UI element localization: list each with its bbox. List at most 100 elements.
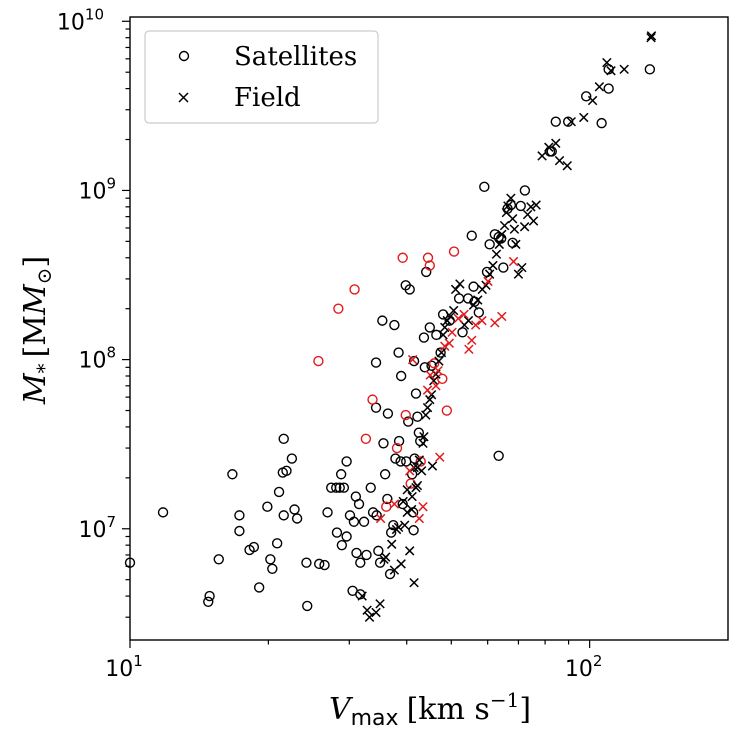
satellite-point-black-72 bbox=[404, 284, 415, 295]
field-point-black-1 bbox=[362, 605, 372, 615]
satellite-point-black-94 bbox=[468, 281, 479, 292]
satellite-point-black-66 bbox=[395, 456, 406, 467]
field-point-black-20 bbox=[409, 577, 419, 588]
satellite-point-black-30 bbox=[331, 527, 343, 538]
satellite-point-red-12 bbox=[448, 246, 460, 257]
field-point-black-37 bbox=[438, 330, 448, 340]
field-point-red-1 bbox=[389, 499, 400, 509]
satellite-point-black-118 bbox=[493, 450, 504, 461]
satellite-point-black-81 bbox=[418, 332, 430, 343]
satellite-point-black-101 bbox=[493, 231, 504, 243]
field-point-red-15 bbox=[459, 309, 469, 320]
satellite-point-black-3 bbox=[204, 590, 215, 602]
satellite-point-black-26 bbox=[319, 559, 330, 571]
field-point-black-38 bbox=[440, 322, 450, 333]
field-point-black-80 bbox=[619, 64, 629, 75]
data-points bbox=[124, 31, 657, 622]
satellite-point-black-17 bbox=[278, 433, 289, 445]
field-point-black-74 bbox=[566, 116, 576, 127]
satellite-point-black-53 bbox=[374, 557, 386, 568]
satellite-point-black-78 bbox=[412, 411, 423, 422]
field-point-black-51 bbox=[488, 260, 498, 271]
field-point-black-36 bbox=[436, 347, 447, 358]
satellite-point-black-82 bbox=[419, 362, 431, 373]
satellite-point-black-92 bbox=[462, 293, 474, 304]
field-point-red-13 bbox=[447, 327, 457, 338]
satellite-point-red-4 bbox=[367, 394, 378, 405]
field-point-red-12 bbox=[444, 338, 455, 348]
satellite-point-black-25 bbox=[314, 558, 325, 570]
satellite-point-black-112 bbox=[562, 116, 574, 127]
satellite-point-black-57 bbox=[382, 493, 393, 505]
satellite-point-black-31 bbox=[334, 482, 345, 493]
field-point-red-23 bbox=[464, 344, 474, 355]
satellite-point-red-11 bbox=[441, 405, 453, 416]
field-point-black-13 bbox=[399, 520, 410, 530]
field-point-black-29 bbox=[422, 402, 433, 413]
field-point-black-81 bbox=[646, 32, 656, 43]
field-point-black-3 bbox=[371, 607, 381, 618]
field-point-black-32 bbox=[427, 461, 438, 471]
field-point-black-73 bbox=[562, 160, 573, 171]
satellite-point-black-2 bbox=[203, 596, 214, 608]
satellite-point-red-1 bbox=[333, 303, 344, 314]
field-point-red-17 bbox=[470, 320, 481, 330]
legend-label-satellites: Satellites bbox=[234, 42, 357, 72]
legend-label-field: Field bbox=[234, 83, 301, 113]
satellite-point-black-77 bbox=[410, 388, 422, 399]
satellite-point-red-2 bbox=[349, 284, 360, 295]
satellite-point-black-86 bbox=[431, 329, 442, 341]
field-point-red-6 bbox=[422, 385, 433, 395]
field-point-red-18 bbox=[477, 315, 487, 326]
satellite-point-black-58 bbox=[382, 408, 394, 419]
satellite-point-black-20 bbox=[286, 453, 298, 464]
satellite-point-black-84 bbox=[424, 322, 435, 333]
field-point-black-75 bbox=[579, 112, 589, 123]
field-point-black-43 bbox=[455, 279, 465, 289]
satellite-point-black-113 bbox=[581, 91, 592, 102]
satellite-point-black-9 bbox=[248, 541, 260, 553]
field-point-black-28 bbox=[421, 410, 431, 420]
field-point-black-42 bbox=[450, 284, 461, 295]
y-tick-label-0: 107 bbox=[78, 513, 116, 543]
satellite-point-black-103 bbox=[498, 262, 509, 273]
satellite-point-black-10 bbox=[253, 582, 265, 593]
satellite-point-black-51 bbox=[371, 510, 382, 521]
satellite-point-black-12 bbox=[265, 554, 276, 565]
field-point-black-78 bbox=[602, 57, 612, 68]
field-point-black-64 bbox=[519, 222, 530, 232]
field-point-black-55 bbox=[499, 220, 510, 231]
field-point-black-59 bbox=[507, 214, 518, 224]
satellite-point-black-15 bbox=[273, 486, 285, 498]
satellite-point-black-27 bbox=[322, 507, 333, 518]
satellite-point-black-34 bbox=[338, 482, 350, 493]
field-point-red-20 bbox=[508, 256, 519, 267]
field-point-red-16 bbox=[467, 335, 477, 346]
field-point-black-4 bbox=[375, 599, 385, 609]
field-point-black-33 bbox=[429, 376, 439, 386]
satellite-point-black-49 bbox=[370, 357, 382, 368]
satellite-point-black-23 bbox=[301, 557, 312, 568]
field-point-black-14 bbox=[402, 507, 412, 518]
satellite-point-black-14 bbox=[271, 538, 283, 549]
satellite-point-black-54 bbox=[377, 315, 388, 326]
field-point-red-11 bbox=[440, 341, 450, 351]
field-point-red-14 bbox=[453, 313, 464, 324]
satellite-point-black-1 bbox=[157, 507, 169, 518]
field-point-red-0 bbox=[375, 513, 386, 524]
field-point-black-30 bbox=[425, 394, 435, 405]
field-point-red-19 bbox=[483, 276, 493, 287]
field-point-red-10 bbox=[435, 452, 445, 462]
satellite-point-red-5 bbox=[397, 252, 408, 263]
field-point-black-24 bbox=[414, 455, 425, 465]
field-point-black-6 bbox=[380, 552, 391, 562]
field-point-red-9 bbox=[433, 365, 443, 376]
satellite-point-black-119 bbox=[408, 525, 419, 536]
field-point-black-63 bbox=[517, 262, 527, 273]
satellite-point-black-24 bbox=[302, 600, 313, 612]
satellite-point-black-93 bbox=[466, 230, 477, 241]
field-point-black-45 bbox=[463, 315, 474, 326]
satellite-point-black-41 bbox=[351, 547, 362, 559]
legend-box bbox=[144, 30, 379, 124]
field-point-black-41 bbox=[448, 305, 459, 316]
